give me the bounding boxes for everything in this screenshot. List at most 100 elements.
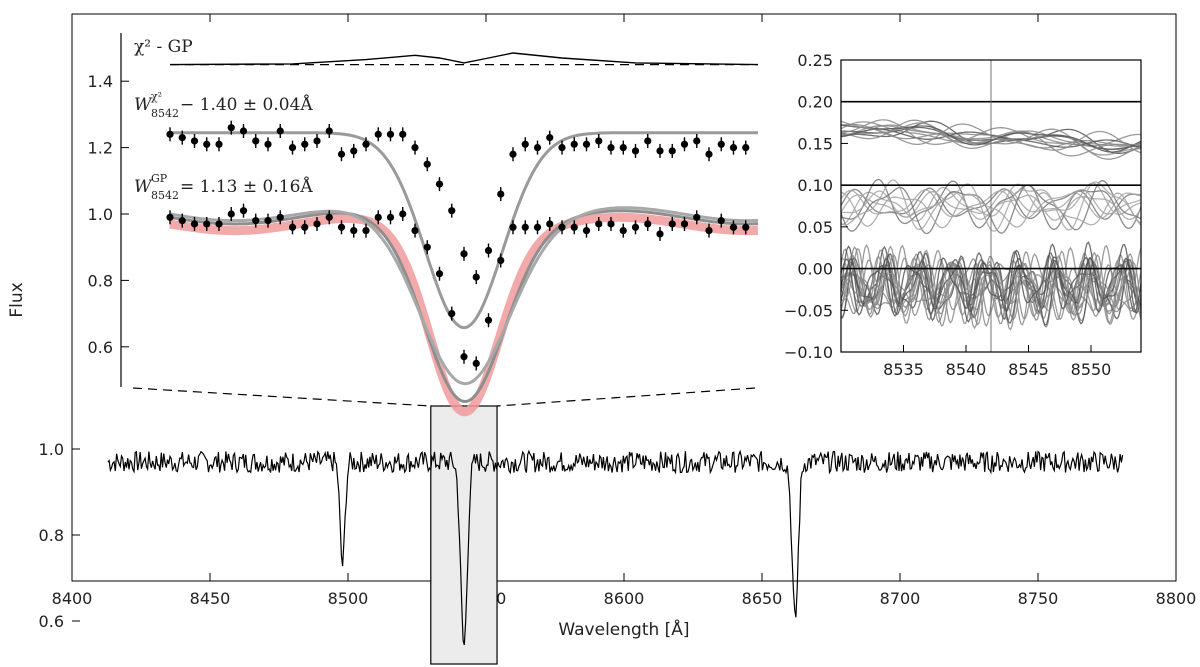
w-chi2-sub: 8542 [151, 107, 179, 120]
chi2-point [325, 127, 333, 135]
gp-point [546, 220, 554, 228]
gp-point [374, 213, 382, 221]
zoom-connector-right [496, 387, 756, 407]
x-tick-label: 8600 [604, 589, 645, 608]
chi2-point [276, 127, 284, 135]
chi2-model-line [170, 131, 758, 330]
chi2-point [399, 130, 407, 138]
chi2-point [178, 134, 186, 142]
chi2-point [509, 150, 517, 158]
gp-point [656, 230, 664, 238]
x-tick-label: 8500 [328, 589, 369, 608]
chi2-point [435, 180, 444, 188]
chi2-point [239, 127, 248, 135]
gp-x-tick-label: 8550 [1071, 360, 1112, 379]
chi2-point [423, 160, 431, 168]
gp-point [362, 227, 370, 235]
w-chi2-symbol: W [134, 95, 153, 115]
main-y-ticks: 1.0 0.8 0.6 [39, 440, 80, 631]
chi2-point [668, 147, 676, 155]
y-tick-label: 0.8 [39, 526, 64, 545]
chi2-point [350, 147, 358, 155]
gp-point [313, 220, 321, 228]
w-gp-symbol: W [134, 177, 153, 197]
gp-point [484, 316, 493, 324]
chi2-point [227, 124, 235, 132]
gp-point [264, 217, 272, 225]
gp-point [509, 223, 517, 231]
chi2-point [742, 144, 750, 152]
gp-point [619, 227, 627, 235]
gp-y-tick-label: 0.10 [797, 176, 833, 195]
chi2-point [644, 137, 652, 145]
zoom-y-tick-label: 0.6 [88, 338, 113, 357]
chi2-point [497, 190, 505, 198]
chi2-point [301, 140, 309, 148]
gp-point [190, 220, 199, 228]
gp-y-tick-label: 0.20 [797, 93, 833, 112]
gp-point [435, 270, 444, 278]
gp-point [582, 227, 591, 235]
gp-y-tick-label: 0.25 [797, 51, 833, 70]
gp-point [558, 223, 566, 231]
gp-point [227, 210, 235, 218]
gp-point [693, 213, 701, 221]
chi2-point [619, 144, 627, 152]
gp-samples-inset: 0.250.200.150.100.050.00−0.05−0.10 8535 8… [784, 51, 1142, 379]
chi2-point [374, 130, 382, 138]
gp-point [386, 213, 395, 221]
chi2-point [693, 137, 701, 145]
zoom-region-box [430, 405, 498, 665]
gp-x-ticks: 8535 8540 8545 8550 [883, 345, 1111, 379]
gp-x-tick-label: 8545 [1008, 360, 1049, 379]
gp-point [607, 220, 615, 228]
chi2-point [288, 144, 297, 152]
residual-curve [169, 52, 759, 66]
x-tick-label: 8800 [1156, 589, 1197, 608]
gp-data-points [166, 203, 750, 371]
gp-point [533, 223, 542, 231]
w-gp-annotation: W GP 8542 = 1.13 ± 0.16Å [134, 172, 313, 202]
gp-point [215, 220, 223, 228]
gp-y-tick-label: −0.10 [784, 343, 833, 362]
gp-point [644, 220, 652, 228]
chi2-point [582, 140, 591, 148]
chi2-point [472, 273, 480, 281]
gp-point [668, 220, 676, 228]
gp-y-tick-label: 0.05 [797, 218, 833, 237]
gp-inset-frame [840, 59, 1142, 353]
w-gp-sup: GP [151, 172, 168, 185]
gp-point [178, 217, 186, 225]
x-axis-label: Wavelength [Å] [558, 618, 689, 640]
gp-point [252, 217, 260, 225]
gp-point [680, 220, 689, 228]
w-gp-sub: 8542 [151, 189, 179, 202]
chi2-point [484, 246, 493, 255]
zoom-y-tick-label: 1.4 [88, 72, 113, 91]
gp-model-band [168, 212, 761, 417]
x-tick-label: 8750 [1018, 589, 1059, 608]
gp-y-tick-label: 0.00 [797, 260, 833, 279]
chi2-point [570, 140, 578, 148]
gp-point [631, 223, 640, 231]
w-chi2-annotation: W χ² 8542 − 1.40 ± 0.04Å [134, 90, 313, 120]
w-gp-value: = 1.13 ± 0.16Å [180, 176, 313, 197]
zoom-y-tick-label: 1.2 [88, 139, 113, 158]
gp-point [203, 220, 211, 228]
chi2-point [717, 140, 725, 148]
gp-point [350, 227, 358, 235]
x-tick-label: 8650 [742, 589, 783, 608]
gp-point [399, 210, 407, 218]
chi2-point [337, 150, 346, 158]
chi2-data-points [166, 120, 750, 285]
chi2-point [729, 144, 738, 152]
gp-point [460, 353, 468, 361]
gp-point [717, 217, 725, 225]
chi2-point [411, 144, 419, 152]
gp-y-tick-label: 0.15 [797, 134, 833, 153]
chi2-point [252, 137, 260, 145]
y-tick-label: 1.0 [39, 440, 64, 459]
w-chi2-sup: χ² [151, 90, 162, 103]
gp-y-tick-label: −0.05 [784, 301, 833, 320]
chi2-point [203, 140, 211, 148]
